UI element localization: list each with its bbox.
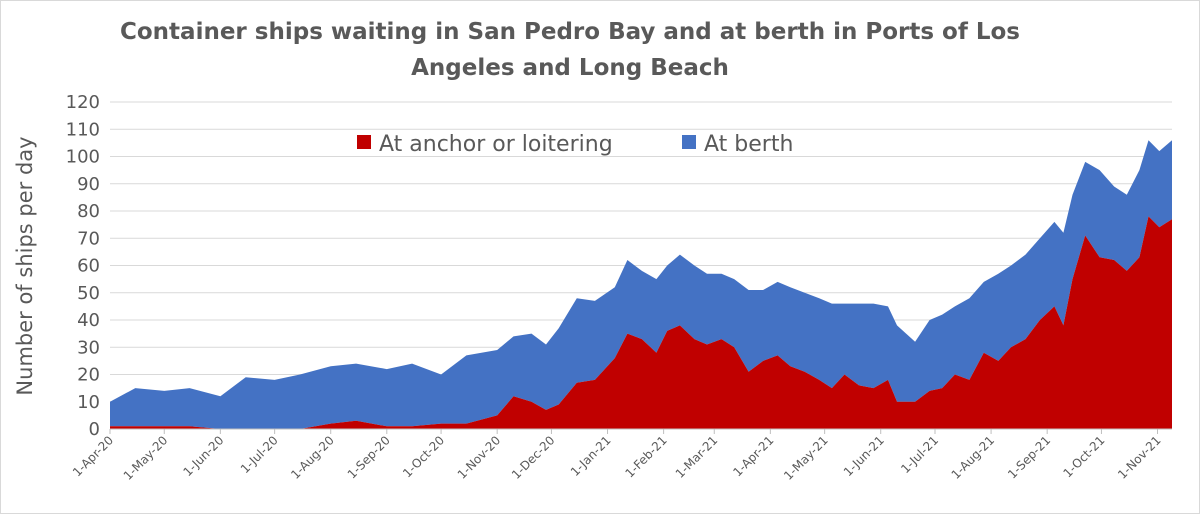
y-axis-ticks: 0 10 20 30 40 50 60 70 80 90 100 110 120 bbox=[66, 92, 100, 440]
x-tick-label: 1-Nov-21 bbox=[1115, 433, 1164, 482]
x-tick-label: 1-Aug-20 bbox=[288, 433, 337, 482]
x-tick-label: 1-Apr-21 bbox=[730, 433, 776, 479]
y-axis-label: Number of ships per day bbox=[13, 136, 37, 395]
x-tick-label: 1-Jan-21 bbox=[568, 433, 614, 479]
y-tick-label: 40 bbox=[77, 310, 100, 331]
x-tick-label: 1-Nov-20 bbox=[455, 433, 504, 482]
y-tick-label: 80 bbox=[77, 201, 100, 222]
y-tick-label: 50 bbox=[77, 283, 100, 304]
x-tick-label: 1-Jul-21 bbox=[898, 433, 941, 476]
y-tick-label: 30 bbox=[77, 337, 100, 358]
x-tick-label: 1-Jun-20 bbox=[181, 433, 227, 479]
x-tick-label: 1-May-20 bbox=[121, 433, 171, 483]
legend-swatch-at-anchor-or-loitering bbox=[357, 135, 371, 149]
legend: At anchor or loitering At berth bbox=[357, 132, 793, 157]
area-series bbox=[110, 140, 1172, 429]
area-at-berth bbox=[110, 140, 1172, 429]
x-tick-label: 1-Sep-20 bbox=[345, 433, 393, 481]
y-tick-label: 100 bbox=[66, 147, 100, 168]
x-tick-label: 1-Jul-20 bbox=[238, 433, 281, 476]
y-tick-label: 90 bbox=[77, 174, 100, 195]
x-tick-label: 1-Sep-21 bbox=[1005, 433, 1053, 481]
x-tick-label: 1-Mar-21 bbox=[673, 433, 721, 481]
x-tick-label: 1-Feb-21 bbox=[622, 433, 669, 480]
x-axis-ticks: 1-Apr-20 1-May-20 1-Jun-20 1-Jul-20 1-Aug-20… bbox=[70, 429, 1164, 483]
y-tick-label: 20 bbox=[77, 365, 100, 386]
legend-label-at-berth: At berth bbox=[704, 132, 793, 157]
x-tick-label: 1-May-21 bbox=[781, 433, 831, 483]
y-tick-label: 60 bbox=[77, 256, 100, 277]
y-tick-label: 120 bbox=[66, 92, 100, 113]
y-tick-label: 0 bbox=[89, 419, 100, 440]
x-tick-label: 1-Jun-21 bbox=[841, 433, 887, 479]
chart-title: Container ships waiting in San Pedro Bay… bbox=[60, 14, 1080, 86]
legend-label-at-anchor-or-loitering: At anchor or loitering bbox=[379, 132, 613, 157]
chart-title-line-1: Container ships waiting in San Pedro Bay… bbox=[120, 19, 1020, 45]
x-tick-label: 1-Apr-20 bbox=[70, 433, 116, 479]
y-tick-label: 110 bbox=[66, 119, 100, 140]
x-tick-label: 1-Dec-20 bbox=[509, 433, 558, 482]
chart-title-line-2: Angeles and Long Beach bbox=[411, 55, 729, 81]
legend-swatch-at-berth bbox=[682, 135, 696, 149]
y-tick-label: 10 bbox=[77, 392, 100, 413]
x-tick-label: 1-Oct-20 bbox=[400, 433, 447, 480]
y-tick-label: 70 bbox=[77, 228, 100, 249]
x-tick-label: 1-Oct-21 bbox=[1060, 433, 1107, 480]
x-tick-label: 1-Aug-21 bbox=[949, 433, 998, 482]
area-at-anchor-or-loitering bbox=[110, 216, 1172, 429]
